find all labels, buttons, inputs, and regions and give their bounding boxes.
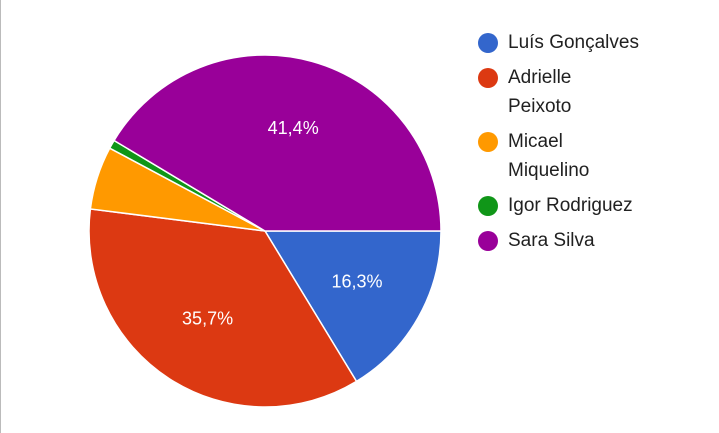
legend-label: Igor Rodriguez [508,195,633,216]
legend: Luís Gonçalves Adrielle Peixoto Micael Miq… [478,32,639,251]
pie: 16,3% 35,7% 41,4% [88,54,442,408]
legend-swatch [478,68,498,88]
slice-label: 16,3% [332,271,383,291]
legend-swatch [478,231,498,251]
pie-slice [88,208,358,408]
slice-label: 35,7% [182,308,233,328]
pie-slice [113,54,442,232]
slice-label: 41,4% [268,118,319,138]
legend-swatch [478,33,498,53]
legend-swatch [478,132,498,152]
pie-slice [263,230,442,383]
legend-label: Luís Gonçalves [508,32,639,53]
legend-label: Sara Silva [508,230,595,251]
legend-swatch [478,196,498,216]
legend-label: Micael Miquelino [508,131,589,181]
legend-label: Adrielle Peixoto [508,67,577,117]
